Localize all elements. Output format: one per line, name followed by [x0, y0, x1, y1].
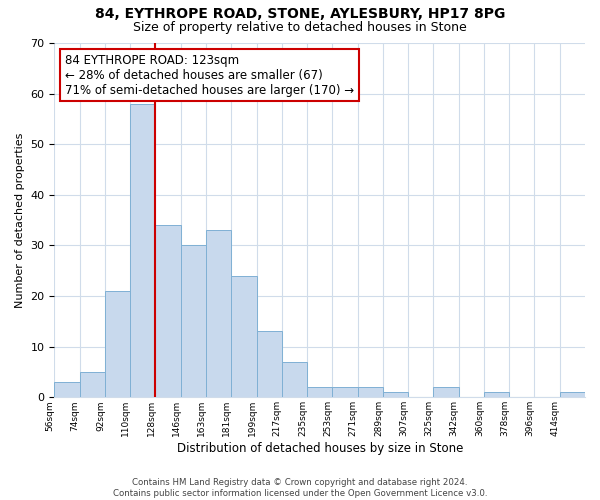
Text: Contains HM Land Registry data © Crown copyright and database right 2024.
Contai: Contains HM Land Registry data © Crown c… [113, 478, 487, 498]
X-axis label: Distribution of detached houses by size in Stone: Distribution of detached houses by size … [176, 442, 463, 455]
Bar [80, 372, 105, 398]
Bar [206, 230, 231, 398]
Bar [155, 225, 181, 398]
Bar [332, 387, 358, 398]
Bar [307, 387, 332, 398]
Bar [433, 387, 458, 398]
Bar [231, 276, 257, 398]
Text: 84 EYTHROPE ROAD: 123sqm
← 28% of detached houses are smaller (67)
71% of semi-d: 84 EYTHROPE ROAD: 123sqm ← 28% of detach… [65, 54, 354, 96]
Bar [130, 104, 155, 398]
Bar [383, 392, 408, 398]
Bar [560, 392, 585, 398]
Bar [358, 387, 383, 398]
Text: 84, EYTHROPE ROAD, STONE, AYLESBURY, HP17 8PG: 84, EYTHROPE ROAD, STONE, AYLESBURY, HP1… [95, 8, 505, 22]
Bar [484, 392, 509, 398]
Bar [257, 332, 282, 398]
Bar [282, 362, 307, 398]
Bar [181, 246, 206, 398]
Bar [55, 382, 80, 398]
Y-axis label: Number of detached properties: Number of detached properties [15, 132, 25, 308]
Bar [105, 291, 130, 398]
Text: Size of property relative to detached houses in Stone: Size of property relative to detached ho… [133, 22, 467, 35]
